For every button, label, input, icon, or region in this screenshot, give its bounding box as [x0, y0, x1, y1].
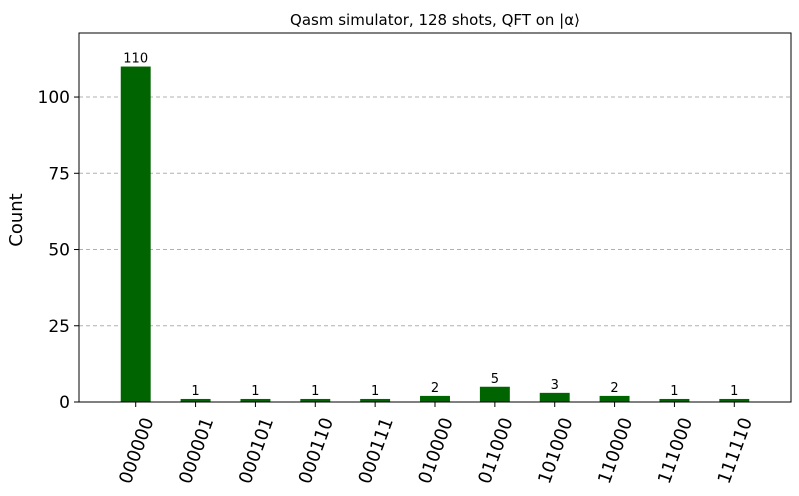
plot-frame: [78, 32, 792, 403]
y-axis-ticks: 0 25 50 75 100: [38, 88, 79, 413]
bar-000110: [300, 398, 331, 402]
x-tick-label-000111: 000111: [355, 415, 398, 487]
data-label-101000: 3: [551, 378, 559, 393]
bar-000101: [240, 398, 271, 402]
bar-000000: [120, 66, 151, 402]
x-tick-label-000101: 000101: [235, 415, 278, 487]
data-label-011000: 5: [491, 372, 499, 387]
y-gridlines: [79, 96, 791, 327]
y-tick-label-50: 50: [48, 241, 70, 261]
chart-title: Qasm simulator, 128 shots, QFT on |α⟩: [290, 11, 580, 29]
data-label-111110: 1: [730, 384, 738, 399]
bar-110000: [599, 395, 630, 402]
bar-011000: [479, 386, 510, 402]
x-tick-label-000000: 000000: [115, 415, 158, 487]
data-label-000110: 1: [311, 384, 319, 399]
data-label-111000: 1: [670, 384, 678, 399]
x-tick-label-110000: 110000: [594, 415, 637, 487]
data-label-000111: 1: [371, 384, 379, 399]
bars: [120, 66, 750, 402]
bar-010000: [420, 395, 450, 402]
bar-101000: [539, 392, 570, 402]
bar-000001: [180, 398, 211, 402]
y-tick-label-25: 25: [48, 317, 70, 337]
y-tick-label-75: 75: [48, 164, 70, 184]
data-label-000001: 1: [191, 384, 199, 399]
data-label-000000: 110: [123, 52, 148, 67]
x-tick-label-111110: 111110: [714, 415, 757, 487]
data-labels: 110 1 1 1 1 2 5 3 2 1 1: [123, 52, 738, 399]
x-tick-label-000001: 000001: [175, 415, 218, 487]
data-label-010000: 2: [431, 381, 439, 396]
data-label-110000: 2: [610, 381, 618, 396]
bar-000111: [360, 398, 391, 402]
y-tick-label-100: 100: [38, 88, 70, 108]
y-axis-label: Count: [6, 193, 27, 246]
x-axis-ticks: 000000 000001 000101 000110 000111 010000 0110…: [115, 402, 757, 487]
x-tick-label-111000: 111000: [654, 415, 697, 487]
data-label-000101: 1: [251, 384, 259, 399]
bar-111000: [659, 398, 690, 402]
bar-111110: [719, 398, 750, 402]
x-tick-label-000110: 000110: [295, 415, 338, 487]
x-tick-label-101000: 101000: [534, 415, 577, 487]
y-tick-label-0: 0: [59, 393, 70, 413]
x-tick-label-011000: 011000: [474, 415, 517, 487]
x-tick-label-010000: 010000: [414, 415, 457, 487]
axes-frame: [78, 32, 792, 403]
